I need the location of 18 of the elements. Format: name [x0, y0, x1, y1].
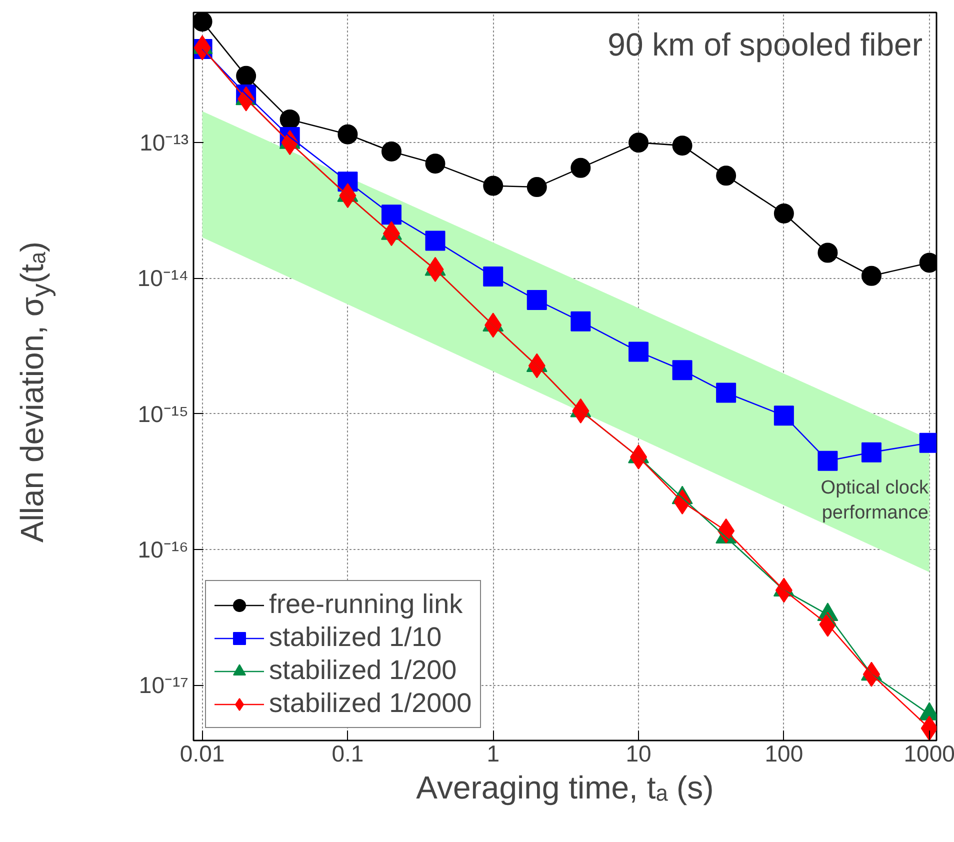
y-tick-label: 10⁻¹⁴ [137, 265, 188, 292]
legend-label: stabilized 1/200 [269, 655, 457, 686]
legend-label: stabilized 1/10 [269, 622, 442, 653]
x-tick-label: 100 [764, 740, 804, 766]
legend-label: stabilized 1/2000 [269, 688, 472, 719]
annotation: Optical clock performance [820, 477, 929, 524]
x-axis-title: Averaging time, tₐ (s) [416, 770, 714, 806]
legend-label: free-running link [269, 589, 463, 620]
x-tick-label: 0.1 [332, 740, 364, 766]
x-tick-label: 0.01 [180, 740, 225, 766]
x-tick-label: 1 [486, 740, 500, 766]
y-tick-label: 10⁻¹⁵ [138, 400, 189, 427]
x-tick-label: 10 [626, 740, 652, 766]
y-tick-label: 10⁻¹⁶ [138, 536, 189, 562]
x-tick-label: 1000 [904, 740, 954, 766]
y-tick-label: 10⁻¹⁷ [138, 672, 189, 698]
text: 90 km of spooled fiber [608, 26, 923, 62]
y-tick-label: 10⁻¹³ [140, 130, 189, 156]
